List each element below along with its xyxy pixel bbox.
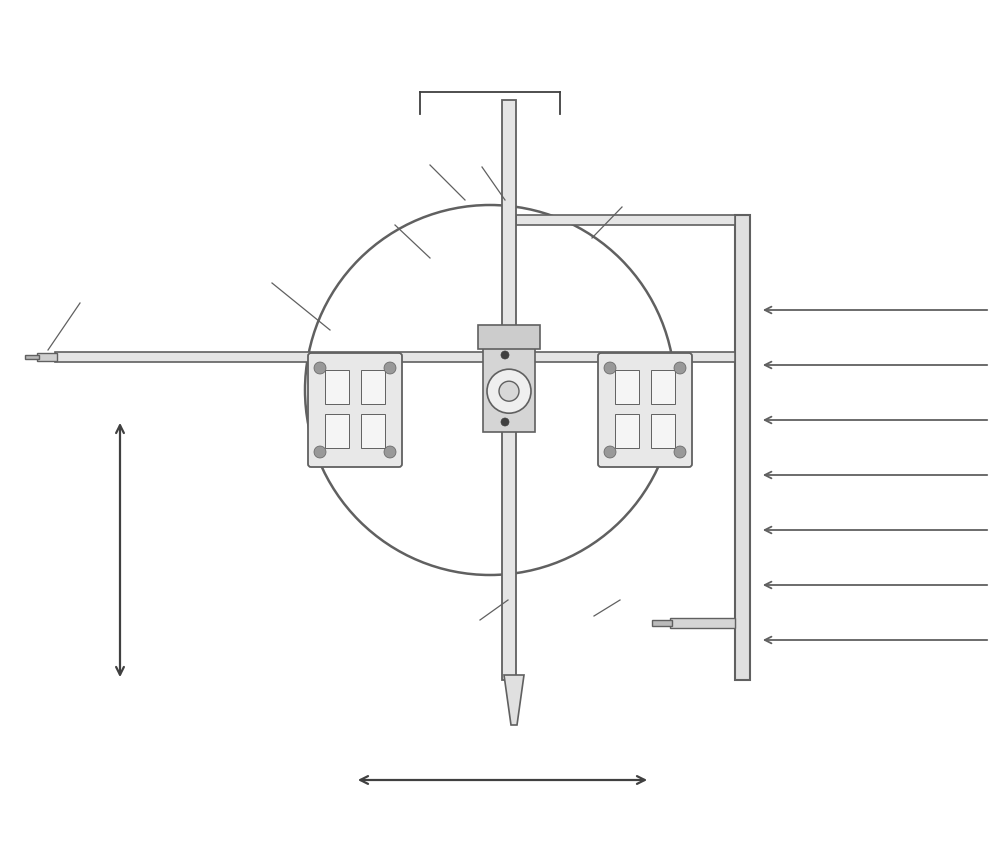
Bar xyxy=(652,620,672,626)
Bar xyxy=(55,352,735,362)
Circle shape xyxy=(487,369,531,413)
Bar xyxy=(670,618,735,628)
Bar xyxy=(361,414,385,448)
Circle shape xyxy=(501,418,509,426)
Circle shape xyxy=(314,446,326,458)
Bar xyxy=(37,353,57,361)
Circle shape xyxy=(384,362,396,374)
FancyBboxPatch shape xyxy=(308,353,402,467)
Bar xyxy=(325,414,349,448)
Bar xyxy=(25,355,39,359)
Bar xyxy=(615,370,639,404)
Bar xyxy=(651,370,675,404)
Bar xyxy=(478,325,540,349)
Bar xyxy=(735,215,750,680)
Circle shape xyxy=(314,362,326,374)
Circle shape xyxy=(501,351,509,359)
Circle shape xyxy=(604,362,616,374)
FancyBboxPatch shape xyxy=(598,353,692,467)
Circle shape xyxy=(384,446,396,458)
Circle shape xyxy=(604,446,616,458)
Bar xyxy=(483,347,535,432)
Polygon shape xyxy=(504,675,524,725)
Bar xyxy=(502,100,516,680)
Bar xyxy=(325,370,349,404)
Circle shape xyxy=(674,362,686,374)
Bar xyxy=(615,414,639,448)
Bar xyxy=(361,370,385,404)
Bar xyxy=(516,215,735,225)
Circle shape xyxy=(499,382,519,401)
Circle shape xyxy=(674,446,686,458)
Bar xyxy=(651,414,675,448)
